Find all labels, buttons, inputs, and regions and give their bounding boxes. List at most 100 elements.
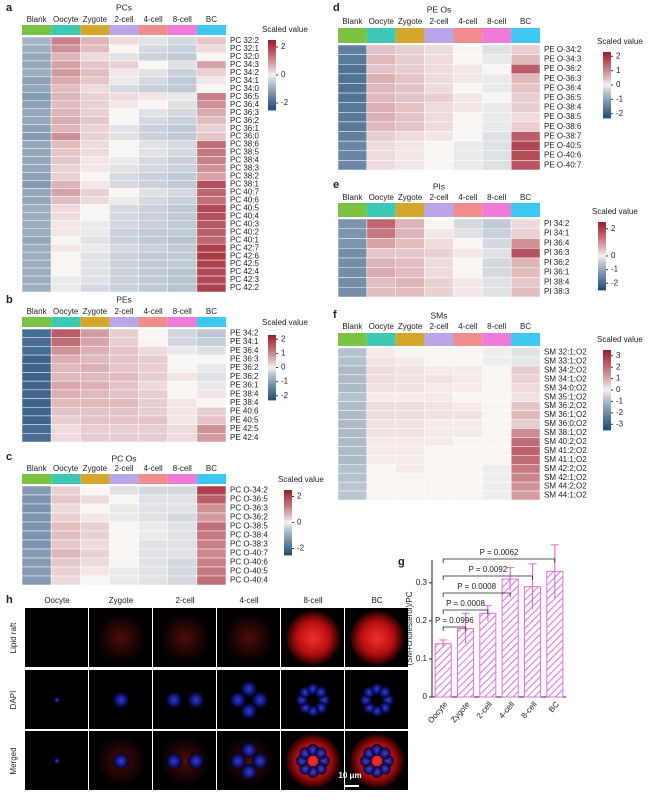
group-label: 2-cell [429,322,448,331]
colorbar-step [598,264,606,267]
heatmap-cell [395,392,425,402]
heatmap-cell [424,102,454,113]
colorbar-step [603,101,611,104]
row-label: PC 42:2 [230,283,259,292]
colorbar-label: Scaled value [597,37,643,46]
heatmap-cell [453,437,483,447]
heatmap-cell [21,92,52,101]
heatmap-cell [167,132,198,141]
row-label: Lipid raft [9,622,18,653]
group-bar [196,25,226,35]
heatmap-cell [424,238,454,249]
heatmap-cell [109,164,139,173]
colorbar-step [284,501,292,504]
heatmap-cell [109,220,139,229]
group-bar [395,333,425,346]
heatmap-cell [21,100,52,109]
heatmap-cell [196,485,227,496]
heatmap-cell [366,455,396,465]
heatmap-cell [50,148,81,157]
group-bar [138,25,168,35]
panel-letter: b [6,294,13,306]
colorbar-tick-label: -2 [616,408,624,417]
heatmap-cell [482,267,512,278]
heatmap-cell [453,257,483,268]
heatmap-cell [510,419,541,429]
heatmap-cell [138,354,168,365]
colorbar-step [284,550,292,553]
row-label: PE 34:2 [230,328,259,337]
significance-bracket [442,558,556,563]
colorbar-step [268,71,276,74]
heatmap-cell [196,100,227,109]
group-label: 4-cell [458,322,477,331]
group-label: Oocyte [53,307,79,316]
colorbar-tick-label: -2 [611,278,619,287]
heatmap-cell [21,283,52,293]
heatmap-cell [109,275,139,285]
group-label: Oocyte [369,17,395,26]
heatmap-cell [395,160,425,171]
heatmap-cell [395,150,425,161]
colorbar-step [284,490,292,493]
colorbar-step [284,525,292,528]
heatmap-cell [196,212,227,221]
heatmap-cell [50,132,81,141]
heatmap-cell [138,424,168,434]
colorbar-step [603,394,611,397]
nucleus [166,692,183,709]
group-bar [138,317,168,327]
colorbar-step [284,553,292,556]
group-bar [80,317,110,327]
heatmap-cell [482,228,512,239]
colorbar-tick-label: 0 [616,385,621,394]
heatmap-cell [50,433,81,443]
colorbar-step [268,387,276,390]
heatmap-cell [482,401,512,411]
heatmap-cell [50,398,81,408]
heatmap-cell [138,116,168,125]
heatmap-cell [337,277,368,288]
heatmap-cell [109,337,139,347]
heatmap-cell [424,218,454,229]
heatmap-cell [196,220,227,229]
panel-letter: g [398,556,405,568]
heatmap-cell [196,92,227,101]
heatmap-cell [366,374,396,385]
heatmap-cell [50,235,81,245]
group-label: BC [206,307,217,316]
colorbar-step [268,351,276,354]
heatmap-cell [138,346,168,356]
heatmap-cell [21,124,52,133]
heatmap-cell [366,277,396,288]
colorbar-step [268,45,276,48]
heatmap-cell [109,108,139,117]
colorbar-step [268,362,276,365]
heatmap-cell [50,512,81,523]
lipid-signal [97,614,145,662]
heatmap-cell [453,365,483,376]
heatmap-cell [453,287,483,298]
heatmap-cell [196,251,227,261]
colorbar-step [603,96,611,99]
heatmap-cell [21,494,52,505]
nucleus [240,742,257,759]
heatmap-cell [167,530,198,541]
heatmap-cell [80,275,110,285]
heatmap-cell [50,275,81,285]
heatmap-cell [80,259,110,269]
heatmap-cell [482,150,512,161]
heatmap-cell [138,503,168,514]
heatmap-cell [109,140,139,149]
group-label: 2-cell [114,15,133,24]
micrograph [281,670,344,729]
row-label: PE O-34:2 [544,45,582,54]
colorbar-step [603,98,611,101]
heatmap-cell [21,76,52,86]
heatmap-cell [50,521,81,532]
row-label: PC O-36:2 [230,513,268,522]
heatmap-cell [50,68,81,78]
heatmap-cell [21,235,52,245]
colorbar-step [268,365,276,368]
row-label: SM 41:1;O2 [544,455,587,464]
